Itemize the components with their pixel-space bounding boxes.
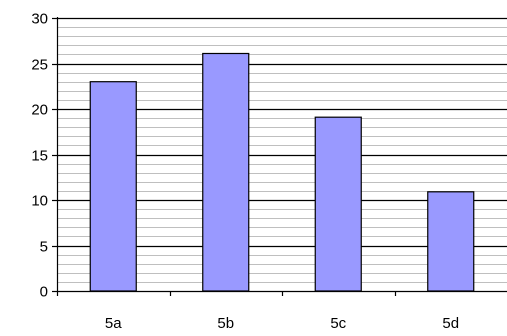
x-tick-label-5c: 5c (330, 315, 346, 332)
y-tick-label: 5 (40, 239, 48, 256)
axes (52, 17, 507, 296)
y-tick-label: 10 (31, 193, 48, 210)
x-tick-label-5b: 5b (217, 315, 234, 332)
y-tick-label: 20 (31, 102, 48, 119)
bar-5c (314, 116, 362, 292)
bars (89, 52, 475, 292)
y-tick-label: 25 (31, 57, 48, 74)
y-tick-label: 15 (31, 148, 48, 165)
tick-labels: 0 5 10 15 20 25 30 5a 5b 5c 5d (31, 11, 459, 333)
bar-5a (89, 81, 137, 292)
x-tick-label-5d: 5d (442, 315, 459, 332)
y-tick-label: 0 (40, 284, 48, 301)
x-tick-label-5a: 5a (105, 315, 122, 332)
bar-5b (202, 52, 250, 292)
y-tick-label: 30 (31, 11, 48, 28)
bar-5d (427, 191, 475, 292)
